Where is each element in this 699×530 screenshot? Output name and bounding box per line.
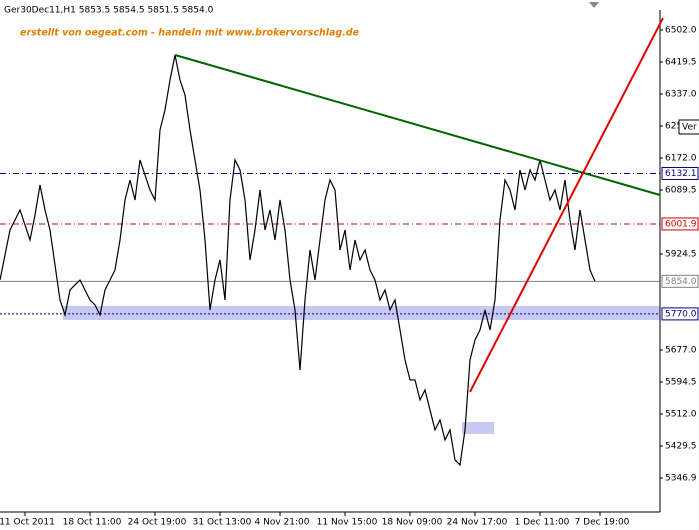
y-tick-label: 6172.0 — [665, 153, 697, 163]
y-tick-label: 5346.9 — [665, 473, 697, 483]
y-tick-label: 6337.0 — [665, 90, 697, 100]
level-label: 5854.0 — [665, 277, 697, 287]
chart-subtitle: erstellt von oegeat.com - handeln mit ww… — [20, 28, 360, 39]
level-label-box — [661, 217, 699, 231]
plot-area — [0, 54, 660, 467]
x-tick-label: 24 Oct 19:00 — [128, 518, 187, 528]
level-label: 6001.9 — [665, 219, 697, 229]
level-label-box — [661, 166, 699, 180]
y-tick-label: 5512.0 — [665, 409, 697, 419]
x-tick-label: 11 Nov 15:00 — [317, 518, 378, 528]
x-tick-label: 24 Nov 17:00 — [447, 518, 508, 528]
x-tick-label: 7 Dec 19:00 — [575, 518, 630, 528]
x-tick-label: 18 Oct 11:00 — [63, 518, 122, 528]
zone — [462, 421, 494, 434]
y-tick-label: 5429.5 — [665, 441, 697, 451]
scroll-marker — [589, 2, 599, 8]
annotation: Ver — [682, 122, 697, 132]
chart-title: Ger30Dec11,H1 5853.5 5854.5 5851.5 5854.… — [4, 6, 214, 16]
price-line — [0, 54, 596, 467]
level-label-box — [661, 274, 699, 288]
x-tick-label: 4 Nov 21:00 — [255, 518, 310, 528]
y-tick-label: 6089.5 — [665, 185, 697, 195]
trendline — [174, 54, 661, 196]
level-label-box — [661, 307, 699, 321]
y-tick-label: 5677.0 — [665, 345, 697, 355]
y-tick-label: 5924.5 — [665, 249, 697, 259]
y-tick-label: 6502.0 — [665, 26, 697, 36]
trendline — [469, 17, 664, 393]
annotation-box — [678, 119, 699, 135]
zone — [63, 305, 660, 320]
y-tick-label: 625 — [665, 121, 682, 131]
x-tick-label: 31 Oct 13:00 — [193, 518, 252, 528]
y-tick-label: 6419.5 — [665, 58, 697, 68]
x-tick-label: 18 Nov 09:00 — [382, 518, 443, 528]
level-label: 6132.1 — [665, 169, 697, 179]
x-tick-label: 1 Dec 11:00 — [515, 518, 570, 528]
y-tick-label: 5594.5 — [665, 377, 697, 387]
x-tick-label: 11 Oct 2011 — [0, 518, 55, 528]
level-label: 5770.0 — [665, 309, 697, 319]
